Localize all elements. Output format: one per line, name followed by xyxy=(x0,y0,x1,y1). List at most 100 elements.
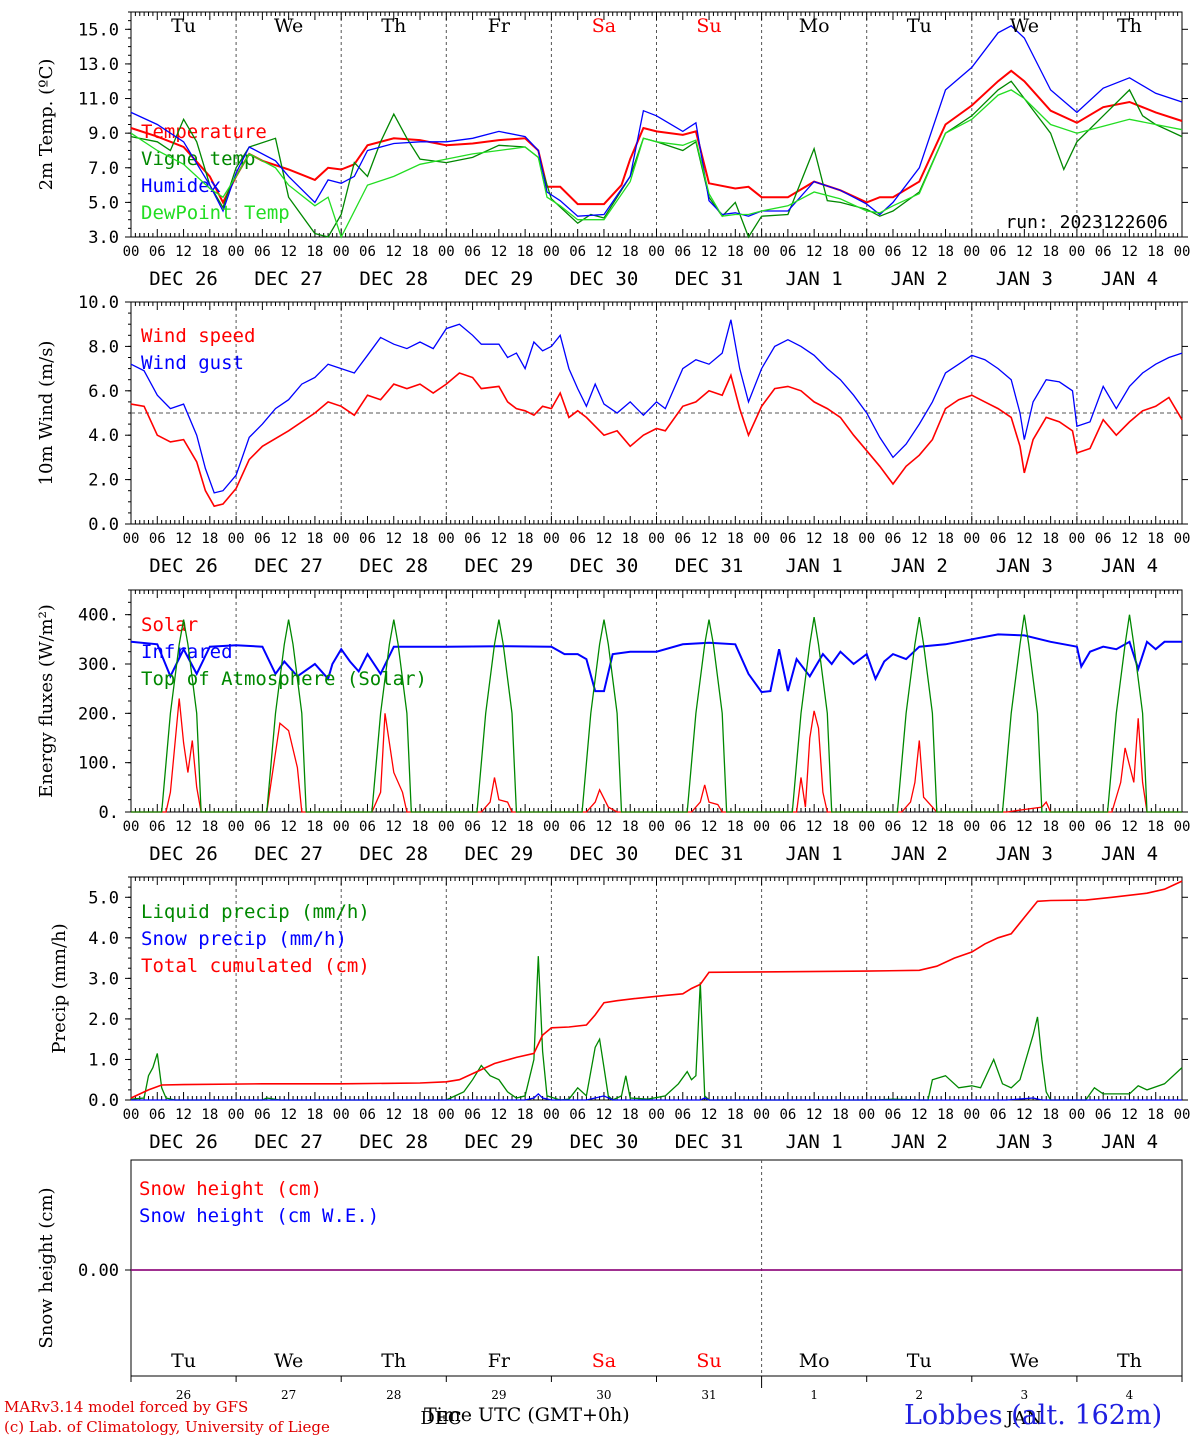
hour-tick-label: 00 xyxy=(1174,1107,1191,1123)
legend-entry: DewPoint Temp xyxy=(141,202,290,224)
date-label: JAN 1 xyxy=(786,843,843,865)
weekday-label-bottom: Th xyxy=(381,1350,406,1372)
hour-tick-label: 00 xyxy=(858,819,875,835)
hour-tick-label: 00 xyxy=(333,244,350,260)
hour-tick-label: 06 xyxy=(569,244,586,260)
hour-tick-label: 12 xyxy=(1016,1107,1033,1123)
hour-tick-label: 06 xyxy=(885,819,902,835)
date-label: JAN 3 xyxy=(996,555,1053,577)
date-label: DEC 27 xyxy=(254,1131,323,1153)
bottom-day-number: 3 xyxy=(1021,1388,1029,1402)
date-label: DEC 28 xyxy=(359,843,428,865)
date-label: DEC 26 xyxy=(149,555,218,577)
weekday-label-top: Th xyxy=(381,15,406,37)
hour-tick-label: 06 xyxy=(569,819,586,835)
date-label: DEC 30 xyxy=(570,1131,639,1153)
hour-tick-label: 18 xyxy=(201,244,218,260)
legend-entry: Wind speed xyxy=(141,325,255,347)
hour-tick-label: 00 xyxy=(543,531,560,547)
date-label: DEC 26 xyxy=(149,843,218,865)
hour-tick-label: 12 xyxy=(1121,244,1138,260)
date-label: DEC 26 xyxy=(149,1131,218,1153)
series-line-1 xyxy=(131,698,1182,813)
date-label: DEC 30 xyxy=(570,268,639,290)
weekday-label-top: Tu xyxy=(907,15,932,37)
series-line-3 xyxy=(131,614,1182,813)
hour-tick-label: 00 xyxy=(1174,819,1191,835)
hour-tick-label: 00 xyxy=(123,531,140,547)
weekday-label-top: Th xyxy=(1117,15,1142,37)
hour-tick-label: 06 xyxy=(359,531,376,547)
hour-tick-label: 00 xyxy=(438,531,455,547)
hour-tick-label: 00 xyxy=(858,244,875,260)
hour-tick-label: 12 xyxy=(911,244,928,260)
hour-tick-label: 12 xyxy=(701,819,718,835)
hour-tick-label: 18 xyxy=(1042,244,1059,260)
hour-tick-label: 18 xyxy=(622,1107,639,1123)
legend-entry: Humidex xyxy=(141,175,221,197)
hour-tick-label: 06 xyxy=(990,1107,1007,1123)
hour-tick-label: 18 xyxy=(1042,531,1059,547)
y-tick-label: 0.0 xyxy=(88,515,119,535)
hour-tick-label: 12 xyxy=(911,819,928,835)
hour-tick-label: 18 xyxy=(201,819,218,835)
weekday-label-top: We xyxy=(1010,15,1039,37)
weekday-label-bottom: Sa xyxy=(592,1350,616,1372)
y-tick-label: 1.0 xyxy=(88,1050,119,1070)
date-label: JAN 4 xyxy=(1101,1131,1158,1153)
hour-tick-label: 06 xyxy=(464,531,481,547)
date-label: DEC 30 xyxy=(570,843,639,865)
hour-tick-label: 12 xyxy=(596,1107,613,1123)
hour-tick-label: 00 xyxy=(963,1107,980,1123)
date-label: JAN 3 xyxy=(996,268,1053,290)
hour-tick-label: 18 xyxy=(622,244,639,260)
hour-tick-label: 12 xyxy=(1016,244,1033,260)
hour-tick-label: 12 xyxy=(701,244,718,260)
hour-tick-label: 06 xyxy=(674,531,691,547)
legend-entry: Snow height (cm) xyxy=(139,1178,322,1200)
hour-tick-label: 18 xyxy=(832,1107,849,1123)
hour-tick-label: 18 xyxy=(937,819,954,835)
y-axis-label: Precip (mm/h) xyxy=(49,923,70,1053)
series-line-4 xyxy=(130,89,1183,239)
hour-tick-label: 12 xyxy=(175,819,192,835)
hour-tick-label: 00 xyxy=(858,531,875,547)
legend-entry: Total cumulated (cm) xyxy=(141,955,370,977)
hour-tick-label: 12 xyxy=(806,244,823,260)
hour-tick-label: 00 xyxy=(333,531,350,547)
series-line-1 xyxy=(130,372,1183,508)
legend-entry: Temperature xyxy=(141,121,267,143)
hour-tick-label: 12 xyxy=(490,531,507,547)
hour-tick-label: 00 xyxy=(648,819,665,835)
hour-tick-label: 00 xyxy=(648,531,665,547)
hour-tick-label: 12 xyxy=(280,1107,297,1123)
hour-tick-label: 18 xyxy=(937,244,954,260)
panel-5: 0.00 Snow height (cm) Snow height (cm) Snow… xyxy=(36,1159,1183,1377)
hour-tick-label: 06 xyxy=(359,819,376,835)
y-tick-label: 10.0 xyxy=(78,293,119,313)
date-label: DEC 28 xyxy=(359,1131,428,1153)
bottom-day-number: 26 xyxy=(176,1388,191,1402)
hour-tick-label: 00 xyxy=(333,1107,350,1123)
hour-tick-label: 12 xyxy=(385,531,402,547)
hour-tick-label: 06 xyxy=(464,819,481,835)
hour-tick-label: 00 xyxy=(648,1107,665,1123)
y-tick-label: 4.0 xyxy=(88,426,119,446)
date-label: DEC 30 xyxy=(570,555,639,577)
hour-tick-label: 12 xyxy=(806,819,823,835)
hour-tick-label: 00 xyxy=(123,1107,140,1123)
y-tick-label: 6.0 xyxy=(88,382,119,402)
hour-tick-label: 00 xyxy=(438,244,455,260)
weekday-label-top: Sa xyxy=(592,15,616,37)
hour-tick-label: 06 xyxy=(1095,819,1112,835)
hour-tick-label: 06 xyxy=(569,531,586,547)
hour-tick-label: 18 xyxy=(727,819,744,835)
bottom-day-number: 29 xyxy=(491,1388,506,1402)
hour-tick-label: 00 xyxy=(333,819,350,835)
date-label: DEC 29 xyxy=(465,268,534,290)
weekday-label-bottom: We xyxy=(1010,1350,1039,1372)
hour-tick-label: 12 xyxy=(490,244,507,260)
hour-tick-label: 18 xyxy=(622,531,639,547)
hour-tick-label: 06 xyxy=(1095,531,1112,547)
hour-tick-label: 00 xyxy=(543,819,560,835)
